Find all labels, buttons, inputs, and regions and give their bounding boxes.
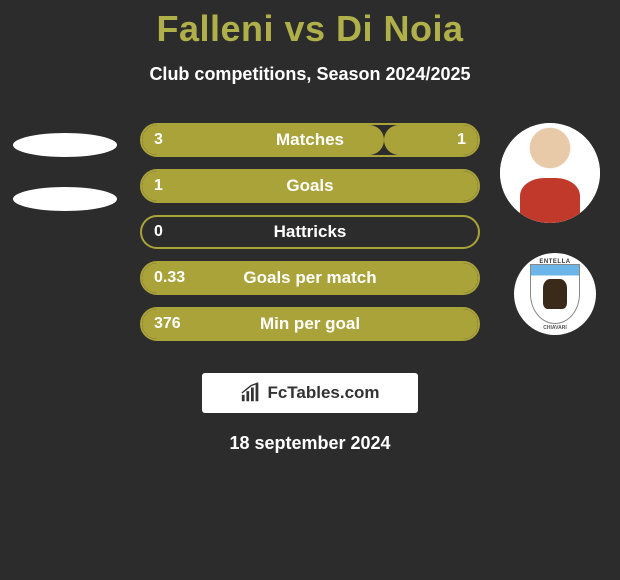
right-player-column: ENTELLA CHIAVARI [500,123,610,335]
stat-label: Goals per match [142,268,478,288]
stat-label: Goals [142,176,478,196]
watermark-text: FcTables.com [267,383,379,403]
club-badge-top-text: ENTELLA [539,259,570,265]
stat-row: 0Hattricks [140,215,480,249]
left-club-badge-placeholder [13,187,117,211]
stat-rows: 3Matches11Goals0Hattricks0.33Goals per m… [140,123,480,353]
stat-label: Min per goal [142,314,478,334]
stat-label: Matches [142,130,478,150]
stat-label: Hattricks [142,222,478,242]
player-silhouette-icon [500,123,600,223]
page-title: Falleni vs Di Noia [0,0,620,50]
date: 18 september 2024 [0,433,620,454]
stat-row: 0.33Goals per match [140,261,480,295]
stat-value-right: 1 [457,131,466,149]
right-player-photo [500,123,600,223]
stat-row: 376Min per goal [140,307,480,341]
watermark: FcTables.com [202,373,418,413]
subtitle: Club competitions, Season 2024/2025 [0,64,620,85]
stats-area: ENTELLA CHIAVARI 3Matches11Goals0Hattric… [0,123,620,353]
chart-icon [240,382,262,404]
left-player-column [10,123,120,241]
club-badge-bottom-text: CHIAVARI [543,325,566,331]
left-player-photo-placeholder [13,133,117,157]
stat-row: 3Matches1 [140,123,480,157]
shield-icon [530,264,580,324]
right-club-badge: ENTELLA CHIAVARI [514,253,596,335]
stat-row: 1Goals [140,169,480,203]
